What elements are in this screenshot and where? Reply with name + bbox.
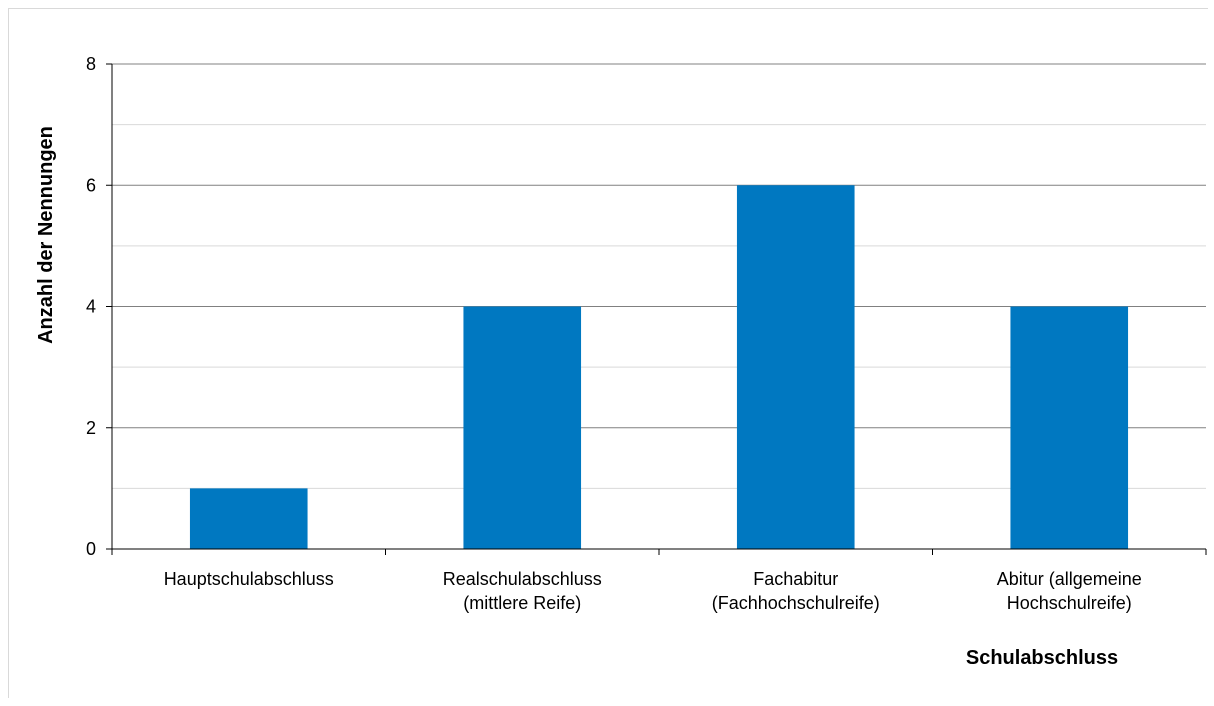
- y-tick-label: 2: [86, 418, 96, 438]
- bar: [1010, 306, 1129, 549]
- y-tick-label: 0: [86, 539, 96, 559]
- y-tick-label: 6: [86, 175, 96, 195]
- x-category-label-line: Hochschulreife): [1007, 593, 1132, 613]
- x-axis-title: Schulabschluss: [966, 647, 1118, 669]
- y-axis-title: Anzahl der Nennungen: [35, 126, 57, 344]
- y-tick-label: 8: [86, 54, 96, 74]
- bars: [189, 185, 1129, 549]
- bar: [736, 185, 855, 549]
- x-category-label: Fachabitur (Fachhochschulreife): [712, 569, 880, 613]
- bar: [463, 306, 582, 549]
- x-category-label-line: Abitur (allgemeine: [997, 569, 1142, 589]
- chart-frame: [8, 8, 1208, 698]
- x-category-label: Hauptschulabschluss: [164, 569, 334, 589]
- y-tick-labels: 0 2 4 6 8: [86, 54, 96, 559]
- x-category-label-line: (Fachhochschulreife): [712, 593, 880, 613]
- x-category-label-line: (mittlere Reife): [463, 593, 581, 613]
- x-category-labels: Hauptschulabschluss Realschulabschluss (mi…: [164, 569, 1142, 613]
- x-category-label: Realschulabschluss (mittlere Reife): [443, 569, 602, 613]
- x-category-label-line: Realschulabschluss: [443, 569, 602, 589]
- x-category-label-line: Hauptschulabschluss: [164, 569, 334, 589]
- axes: [106, 63, 1207, 555]
- x-category-label: Abitur (allgemeine Hochschulreife): [997, 569, 1142, 613]
- x-category-label-line: Fachabitur: [753, 569, 838, 589]
- y-tick-label: 4: [86, 297, 96, 317]
- bar: [189, 488, 308, 549]
